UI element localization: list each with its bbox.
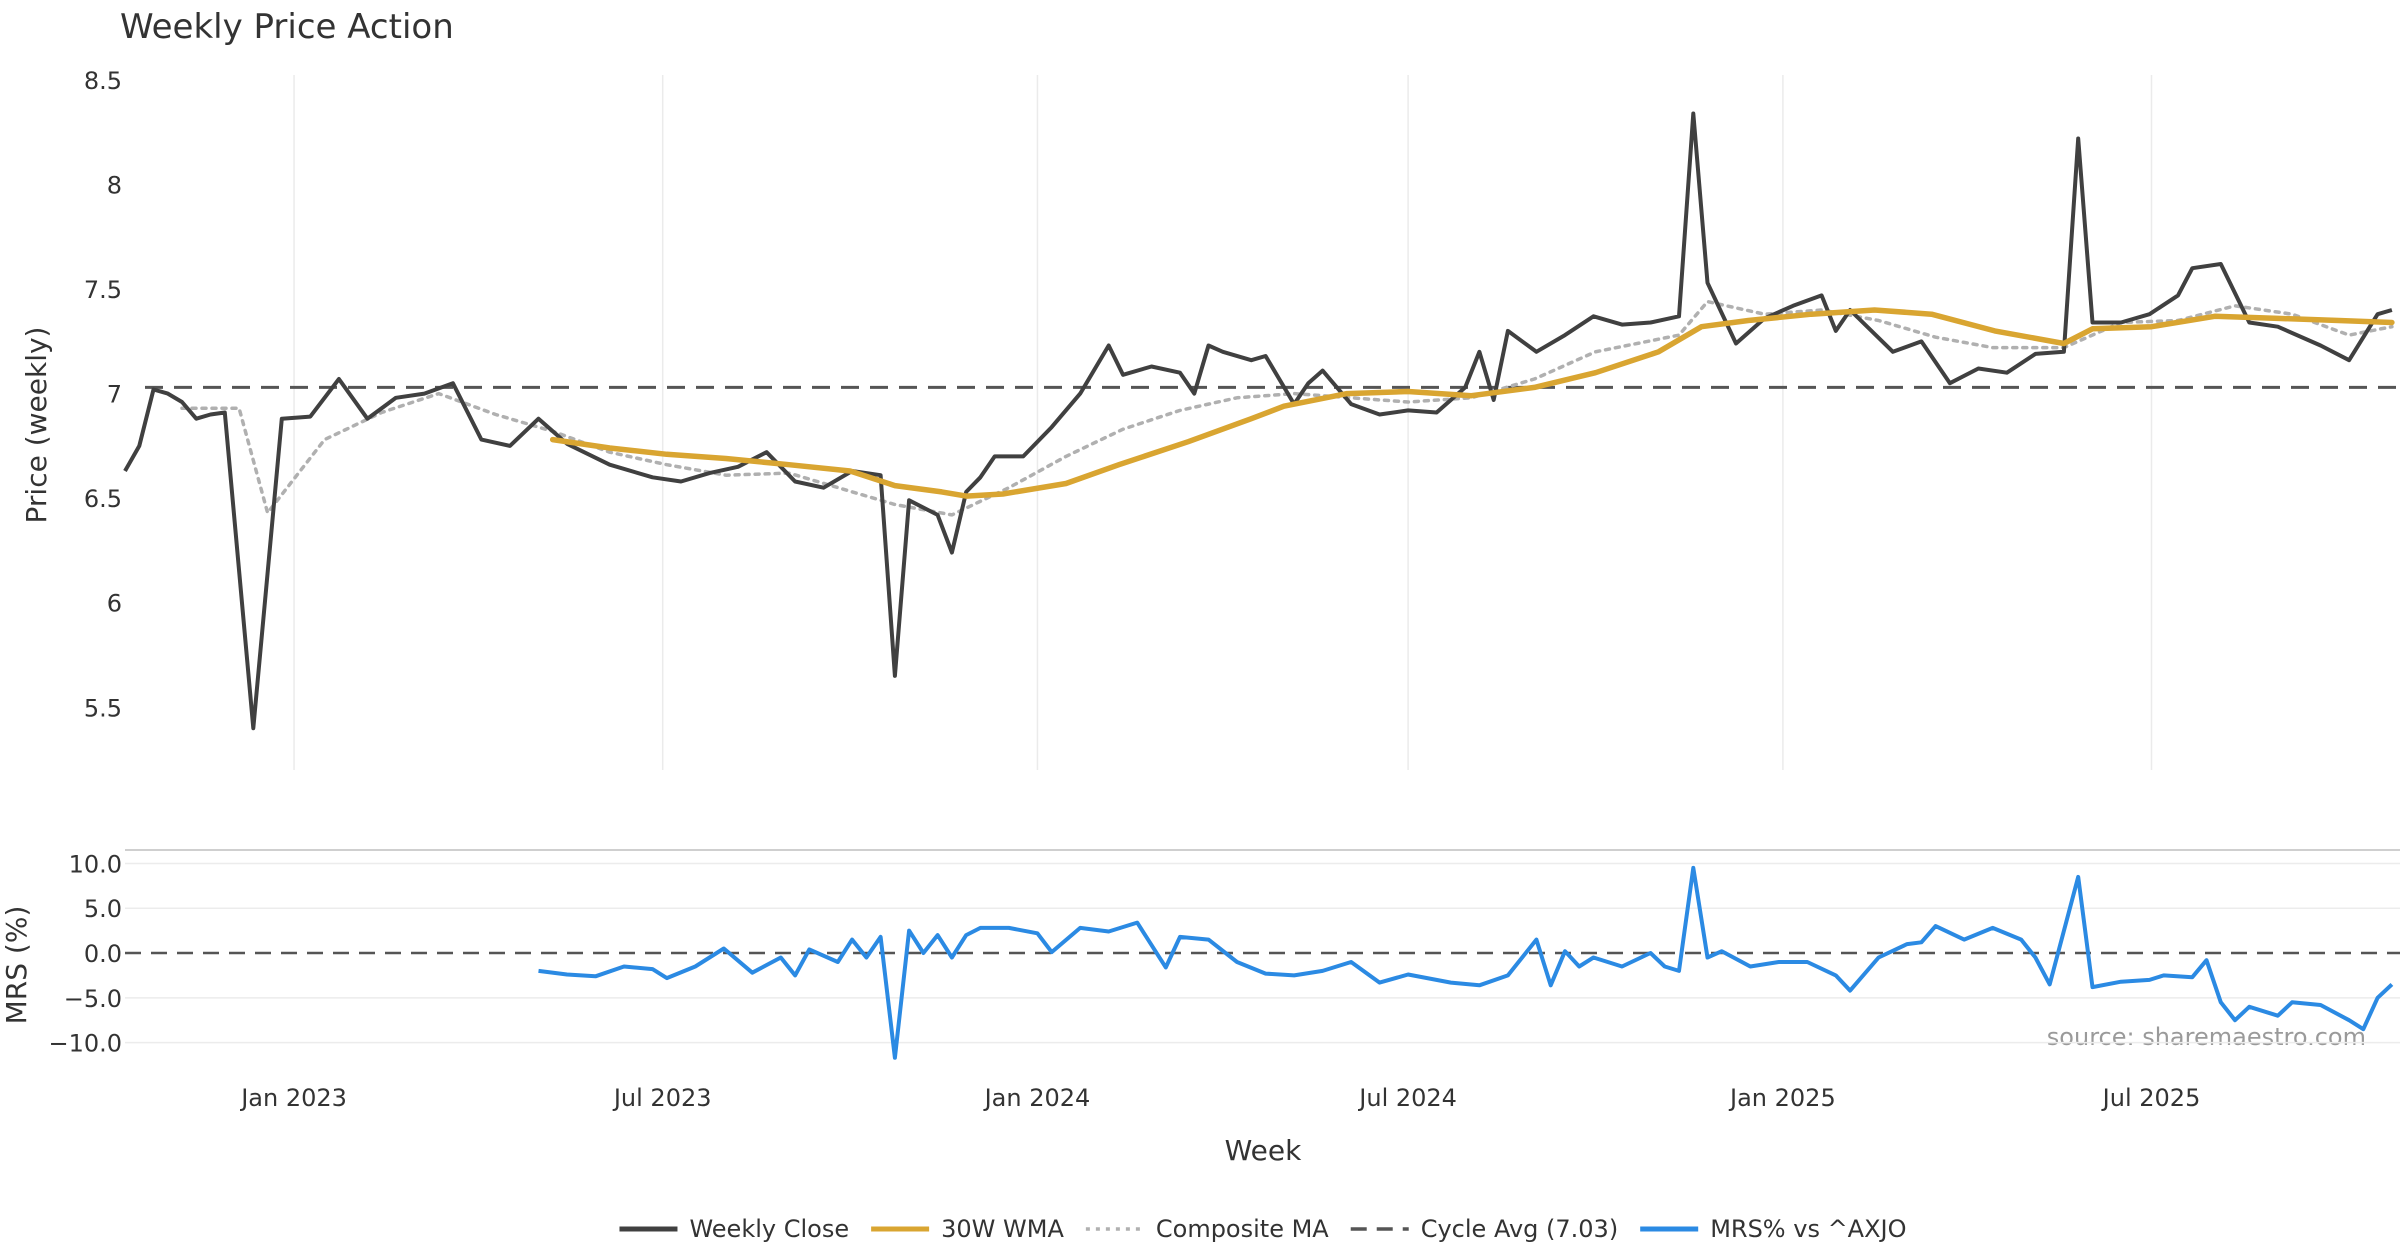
x-axis-label: Week	[1225, 1134, 1302, 1167]
price-y-tick-label: 6	[107, 590, 122, 618]
legend-label: Composite MA	[1156, 1215, 1329, 1243]
price-y-axis-label: Price (weekly)	[20, 327, 53, 524]
mrs-y-tick-label: 5.0	[84, 895, 122, 923]
weekly-close-line	[123, 111, 2393, 731]
mrs-y-tick-label: −5.0	[64, 985, 122, 1013]
price-y-tick-label: 5.5	[84, 694, 122, 722]
legend: Weekly Close 30W WMA Composite MA Cycle Avg…	[619, 1215, 1907, 1243]
legend-label: MRS% vs ^AXJO	[1710, 1215, 1906, 1243]
price-y-tick-label: 6.5	[84, 485, 122, 513]
legend-label: Weekly Close	[689, 1215, 849, 1243]
price-y-tick-label: 7.5	[84, 276, 122, 304]
x-tick-label: Jan 2023	[239, 1084, 347, 1112]
price-y-tick-label: 8.5	[84, 67, 122, 95]
series-lines	[123, 111, 2400, 1060]
mrs-line	[538, 865, 2394, 1060]
x-tick-label: Jan 2025	[1728, 1084, 1836, 1112]
legend-label: Cycle Avg (7.03)	[1421, 1215, 1618, 1243]
price-y-tick-label: 8	[107, 172, 122, 200]
mrs-y-tick-label: 10.0	[69, 850, 122, 878]
wma-30w-line	[549, 307, 2395, 499]
mrs-y-axis-label: MRS (%)	[0, 906, 33, 1025]
mrs-y-tick-label: 0.0	[84, 940, 122, 968]
source-note: source: sharemaestro.com	[2047, 1023, 2366, 1051]
mrs-y-tick-label: −10.0	[48, 1030, 122, 1058]
x-tick-label: Jul 2025	[2101, 1084, 2201, 1112]
legend-label: 30W WMA	[941, 1215, 1064, 1243]
x-tick-label: Jul 2023	[612, 1084, 712, 1112]
x-tick-label: Jan 2024	[983, 1084, 1091, 1112]
price-y-tick-label: 7	[107, 381, 122, 409]
x-tick-label: Jul 2024	[1357, 1084, 1457, 1112]
grid-lines	[125, 75, 2400, 1044]
chart-title: Weekly Price Action	[120, 7, 454, 47]
composite-ma-line	[180, 299, 2394, 517]
axes: 5.5 6 6.5 7 7.5 8 8.5 −10.0 −5.0 0.0 5.0 10.0 Jan 20…	[48, 67, 2200, 1112]
